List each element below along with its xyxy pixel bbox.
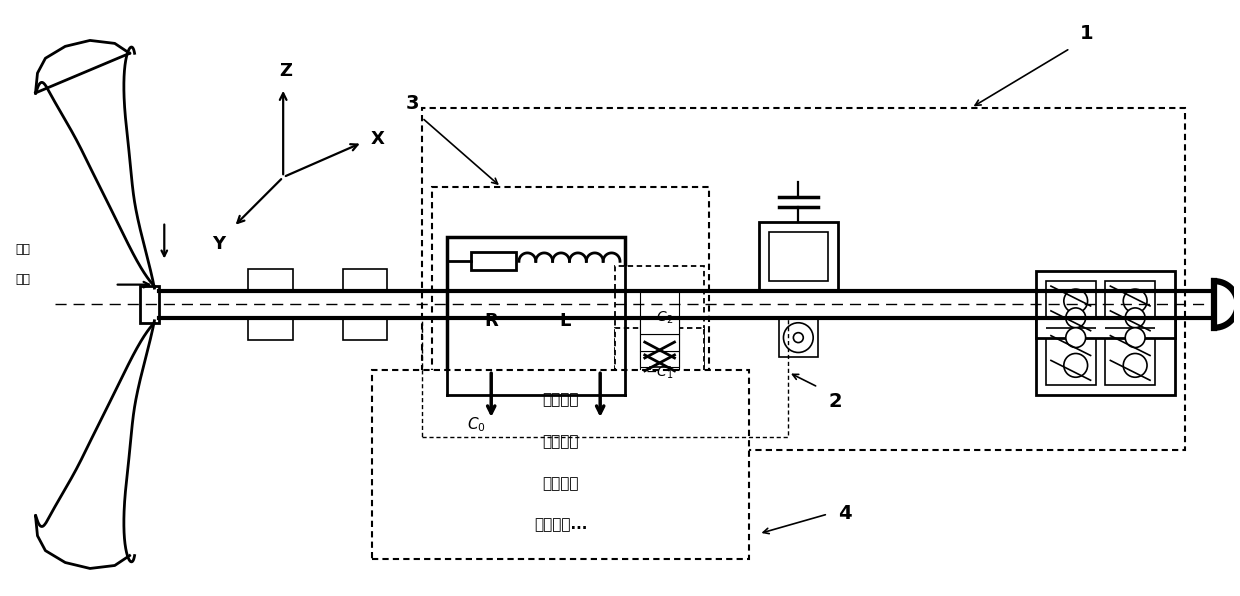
Bar	[446, 237, 625, 395]
Text: 压力: 压力	[16, 273, 31, 286]
Circle shape	[1066, 308, 1085, 328]
Circle shape	[1064, 289, 1087, 313]
Bar	[640, 361, 680, 395]
Bar	[422, 318, 789, 437]
Circle shape	[794, 333, 804, 343]
Text: L: L	[559, 312, 572, 330]
Text: $C_0$: $C_0$	[467, 415, 486, 434]
Circle shape	[1123, 289, 1147, 313]
Bar	[640, 326, 680, 361]
Circle shape	[784, 323, 813, 352]
Text: R: R	[485, 312, 498, 330]
Bar	[1047, 281, 1095, 385]
Text: Y: Y	[212, 235, 226, 253]
Text: 积分电路: 积分电路	[542, 476, 579, 491]
Bar	[779, 318, 818, 358]
Bar	[759, 222, 838, 291]
Circle shape	[1064, 353, 1087, 377]
Text: 4: 4	[838, 504, 852, 523]
Bar	[471, 253, 516, 270]
Bar	[640, 351, 680, 367]
Bar	[640, 291, 680, 326]
Bar	[1105, 281, 1154, 385]
Bar	[248, 269, 293, 291]
Bar	[1037, 271, 1174, 395]
Bar	[432, 187, 709, 420]
Bar	[635, 397, 684, 417]
Circle shape	[1125, 308, 1145, 328]
Circle shape	[1123, 353, 1147, 377]
Bar	[769, 232, 828, 281]
Text: 减法电路: 减法电路	[542, 434, 579, 449]
Bar	[342, 269, 387, 291]
Bar	[140, 286, 159, 323]
Bar	[615, 266, 704, 395]
Bar	[342, 318, 387, 340]
Bar	[640, 334, 680, 351]
Text: 3: 3	[405, 94, 419, 113]
Text: 2: 2	[828, 392, 842, 411]
Bar	[650, 367, 670, 397]
Text: $-C_1$: $-C_1$	[645, 364, 673, 380]
Text: 微处理器: 微处理器	[542, 393, 579, 408]
Circle shape	[1066, 328, 1085, 347]
Circle shape	[1125, 328, 1145, 347]
Text: $-C_2$: $-C_2$	[645, 309, 673, 326]
Text: 1: 1	[1080, 24, 1094, 44]
Bar	[615, 328, 704, 417]
Text: Z: Z	[280, 62, 293, 80]
Bar	[372, 370, 749, 558]
Text: 脉动: 脉动	[16, 243, 31, 256]
Text: 乘法电路...: 乘法电路...	[534, 517, 588, 532]
Bar	[422, 108, 1184, 449]
Bar	[1037, 318, 1174, 337]
Bar	[248, 318, 293, 340]
Text: X: X	[371, 131, 384, 148]
Bar	[640, 318, 680, 334]
